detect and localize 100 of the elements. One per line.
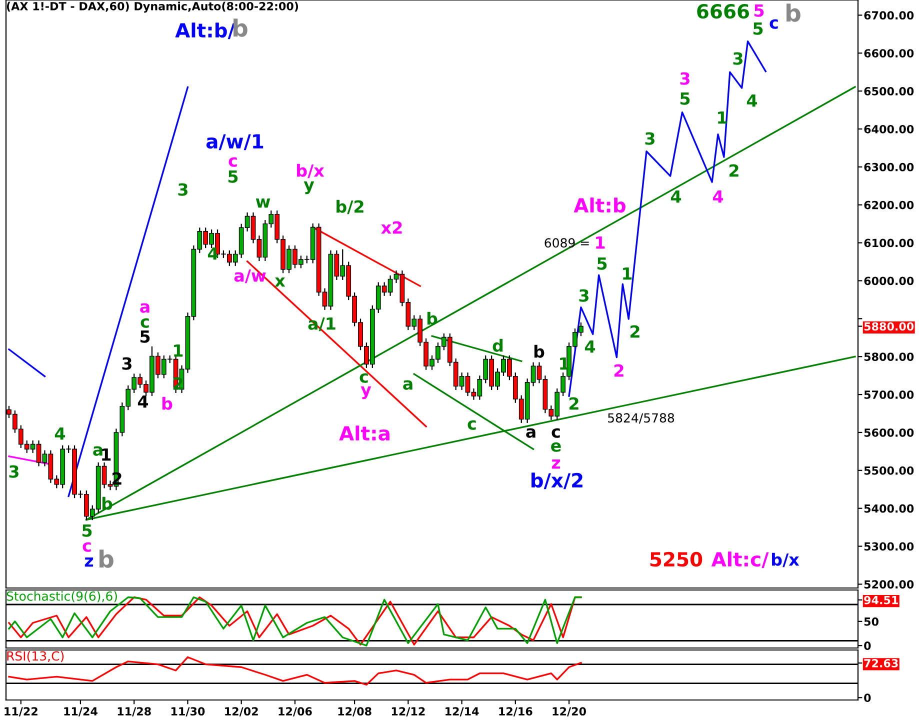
y-tick-label: 0	[864, 694, 871, 702]
annotation: a	[93, 446, 102, 456]
annotation: 4	[54, 427, 66, 440]
x-tick-label: 11/22	[4, 707, 38, 716]
annotation: 2	[174, 377, 182, 390]
x-tick-label: 12/02	[225, 707, 258, 716]
annotation: a	[526, 428, 536, 438]
x-tick-label: 12/14	[446, 707, 479, 716]
annotation: 1	[623, 267, 632, 280]
annotation: 1	[174, 344, 183, 357]
annotation: 1	[102, 448, 111, 461]
annotation: 5	[82, 524, 92, 537]
y-tick-label: 6600.00	[864, 49, 914, 58]
annotation: c	[770, 19, 778, 29]
y-tick-label: 5300.00	[864, 542, 914, 551]
y-tick-label: 50	[864, 617, 878, 626]
chart-title: Stochastic(9(6),6)	[6, 591, 117, 602]
annotation: x2	[381, 221, 402, 234]
annotation: 2	[614, 364, 624, 377]
y-tick-label: 6000.00	[864, 276, 914, 286]
y-tick-label: 5500.00	[864, 466, 914, 475]
y-tick-label: 5880.00	[864, 322, 914, 331]
x-tick-label: 12/06	[278, 707, 312, 716]
x-tick-label: 12/20	[552, 707, 586, 716]
annotation: 4	[670, 190, 682, 203]
y-tick-label: 6200.00	[864, 200, 914, 210]
x-tick-label: 11/30	[171, 707, 205, 716]
annotation: y	[304, 181, 314, 194]
annotation: 2	[570, 397, 578, 410]
annotation: 4	[746, 94, 758, 107]
annotation: a	[140, 303, 150, 313]
annotation: b	[162, 396, 172, 410]
annotation: 4	[584, 340, 596, 353]
x-tick-label: 11/28	[118, 707, 151, 716]
y-tick-label: 5700.00	[864, 390, 914, 399]
x-tick-label: 11/24	[64, 707, 98, 716]
annotation: 6666	[697, 4, 750, 19]
annotation: d	[492, 338, 503, 352]
annotation: a/w/1	[206, 134, 264, 150]
annotation: 2	[730, 164, 738, 177]
y-tick-label: 6400.00	[864, 124, 914, 134]
annotation: b/x	[772, 552, 800, 568]
annotation: c	[140, 318, 149, 328]
annotation: y	[360, 386, 372, 400]
annotation: 3	[733, 52, 742, 65]
annotation: 5	[597, 257, 607, 270]
annotation: b	[534, 344, 544, 358]
y-tick-label: 6700.00	[864, 11, 914, 20]
annotation: w	[256, 198, 270, 208]
annotation: b	[100, 550, 114, 568]
x-tick-label: 12/08	[338, 707, 372, 716]
annotation: b/x	[297, 164, 324, 178]
y-tick-label: 6300.00	[864, 162, 914, 172]
y-tick-label: 5600.00	[864, 428, 914, 437]
annotation: e	[551, 442, 561, 452]
chart-title: RSI(13,C)	[7, 651, 64, 662]
annotation: b/2	[336, 200, 364, 214]
y-tick-label: 5200.00	[864, 580, 914, 589]
annotation: Alt:c/	[711, 552, 769, 568]
annotation: 3	[579, 289, 588, 302]
annotation: 5824/5788	[608, 413, 674, 424]
annotation: 1	[596, 236, 605, 249]
chart-title: (AX 1!-DT - DAX,60) Dynamic,Auto(8:00-22:00)	[6, 2, 298, 13]
annotation: b/x/2	[532, 472, 582, 490]
annotation: 3	[178, 183, 188, 196]
y-tick-label: 5400.00	[864, 504, 914, 513]
annotation: 5	[140, 330, 150, 343]
annotation: z	[552, 459, 560, 469]
y-tick-label: 72.63	[864, 659, 898, 668]
y-tick-label: 6100.00	[864, 238, 914, 248]
annotation: x	[274, 277, 286, 287]
annotation: 2	[630, 325, 640, 338]
y-tick-label: 0	[864, 642, 871, 650]
annotation: c	[360, 373, 368, 383]
annotation: b	[234, 18, 248, 37]
y-tick-label: 5800.00	[864, 352, 914, 361]
annotation: 5	[753, 22, 763, 35]
y-tick-label: 94.51	[864, 596, 898, 604]
annotation: 4	[712, 190, 724, 203]
annotation: 3	[9, 465, 18, 478]
y-tick-label: 6500.00	[864, 87, 914, 96]
annotation: c	[552, 428, 560, 438]
annotation: 5250	[650, 552, 702, 567]
x-tick-label: 12/16	[499, 707, 532, 716]
annotation: 4	[138, 395, 148, 408]
annotation: 5	[680, 92, 690, 105]
annotation: b	[786, 4, 800, 22]
annotation: c	[468, 420, 476, 430]
x-tick-label: 12/12	[392, 707, 425, 716]
annotation: 3	[680, 72, 690, 85]
annotation: c	[82, 542, 91, 552]
annotation: 5	[754, 4, 764, 17]
annotation: 5	[228, 170, 238, 183]
annotation: a	[403, 380, 412, 390]
annotation: Alt:b/	[175, 22, 235, 40]
annotation: 3	[645, 132, 654, 145]
annotation: Alt:b	[574, 198, 626, 213]
annotation: c	[228, 157, 237, 167]
annotation: 6089 =	[544, 238, 589, 248]
annotation: 3	[122, 357, 132, 370]
